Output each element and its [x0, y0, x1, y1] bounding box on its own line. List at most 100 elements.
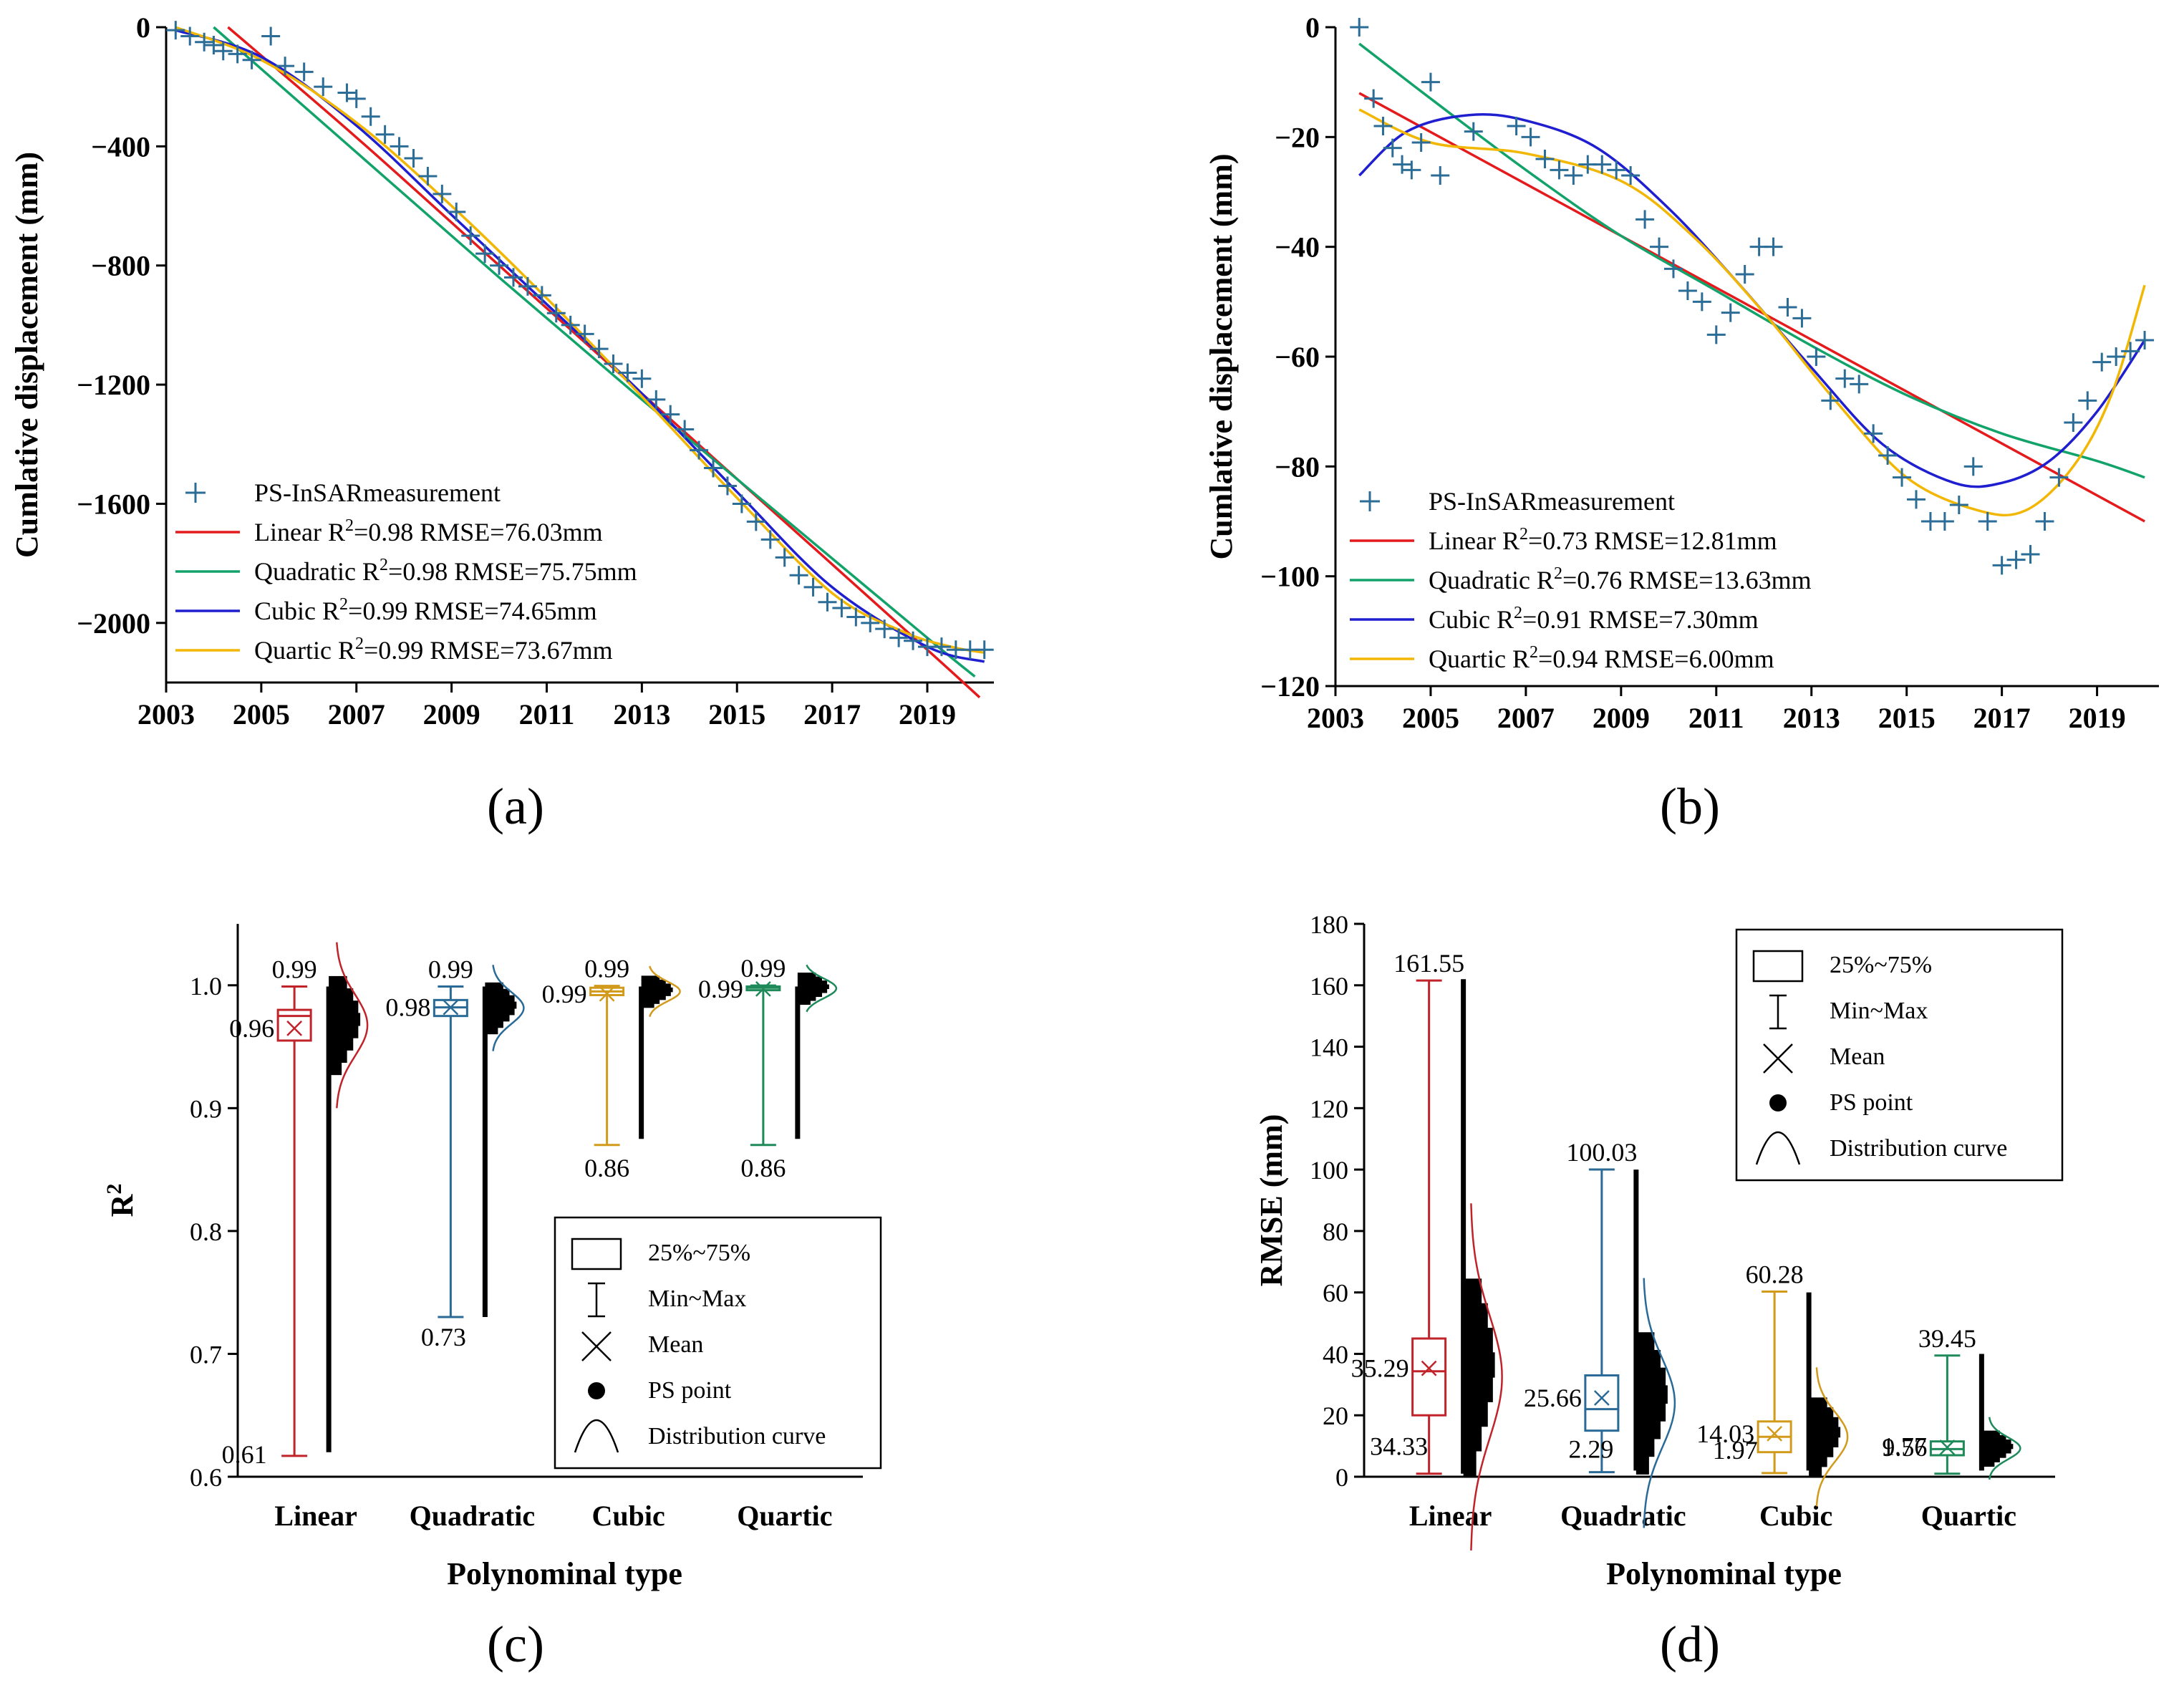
mean-marker — [443, 999, 459, 1016]
ps-histogram-bar — [1981, 1444, 2014, 1450]
data-point — [1992, 556, 2011, 575]
legend-text: PS-InSARmeasurement — [254, 478, 501, 507]
data-point — [213, 42, 233, 61]
data-point — [2107, 347, 2126, 366]
ps-histogram-bar — [485, 995, 515, 1003]
legend-label: Min~Max — [648, 1286, 746, 1312]
y-tick-label: 20 — [1323, 1402, 1348, 1430]
data-point — [347, 89, 366, 108]
x-tick-label: 2005 — [233, 698, 290, 730]
y-axis-label: Cumlative displacement (mm) — [9, 152, 44, 558]
data-point — [2078, 391, 2097, 410]
data-point — [518, 276, 537, 296]
y-tick-label: 0.8 — [190, 1217, 222, 1246]
y-tick-label: 60 — [1323, 1279, 1348, 1308]
panel-label: (b) — [1660, 778, 1720, 835]
ps-histogram-bar — [1463, 1327, 1493, 1354]
ps-histogram-bar — [1463, 1303, 1488, 1328]
legend-superscript: 2 — [1530, 643, 1538, 662]
legend-superscript: 2 — [345, 516, 354, 535]
ps-histogram-bar — [1463, 1278, 1482, 1304]
mean-value-label: 14.03 — [1696, 1419, 1754, 1448]
legend-box — [1735, 928, 2064, 1182]
ps-histogram-bar — [1635, 1349, 1661, 1369]
legend-label-linear: Linear R2=0.73 RMSE=12.81mm — [1429, 525, 1777, 555]
ps-histogram-bar — [1463, 1376, 1493, 1402]
x-tick-label: 2009 — [1593, 702, 1650, 734]
legend-label: 25%~75% — [648, 1240, 750, 1266]
ps-histogram-bar — [1809, 1427, 1841, 1438]
data-point — [832, 599, 851, 618]
y-axis-label-superscript: 2 — [102, 1184, 126, 1195]
iqr-box — [276, 1008, 312, 1042]
ps-histogram-bar — [797, 980, 828, 985]
min-value-label: 0.86 — [584, 1154, 629, 1182]
ps-histogram-bar — [329, 1025, 359, 1038]
data-point — [589, 339, 609, 359]
ps-histogram-bar — [329, 975, 347, 990]
y-tick-label: 0 — [1335, 1463, 1348, 1492]
legend-text: Quadratic R — [254, 557, 380, 586]
data-point — [195, 32, 214, 52]
legend-label-ps: PS-InSARmeasurement — [1429, 487, 1675, 516]
data-point — [337, 83, 357, 102]
max-value-label: 100.03 — [1566, 1138, 1637, 1167]
data-point — [1893, 468, 1912, 487]
ps-histogram-bar — [1635, 1438, 1655, 1457]
legend-superscript: 2 — [355, 635, 364, 653]
legend-metrics: =0.98 RMSE=75.75mm — [388, 557, 637, 586]
x-tick-label: 2011 — [519, 698, 575, 730]
series-line-quadratic — [213, 26, 976, 678]
mean-value-label: 35.29 — [1351, 1354, 1409, 1383]
max-value-label: 60.28 — [1746, 1260, 1804, 1288]
data-point — [2035, 512, 2054, 531]
legend-label: Mean — [1830, 1043, 1885, 1070]
data-point — [242, 50, 261, 69]
ps-histogram-bar — [1635, 1456, 1649, 1475]
min-value-label: 0.73 — [421, 1323, 466, 1351]
data-point — [180, 26, 200, 46]
data-point — [1564, 166, 1583, 185]
legend-superscript: 2 — [1514, 604, 1522, 622]
data-point — [647, 390, 666, 409]
ps-histogram-bar — [485, 1027, 498, 1035]
mean-marker — [1939, 1439, 1956, 1455]
ps-histogram-bar — [1809, 1466, 1822, 1477]
data-point — [433, 184, 452, 203]
y-tick-label: −2000 — [77, 607, 150, 640]
legend-text: Quartic R — [1429, 645, 1530, 673]
iqr-box — [1411, 1337, 1447, 1417]
data-point — [1393, 155, 1412, 174]
x-category-label: Quartic — [1921, 1500, 2016, 1532]
data-point — [846, 607, 866, 627]
legend-metrics: =0.76 RMSE=13.63mm — [1562, 566, 1812, 594]
x-tick-label: 2007 — [1497, 702, 1555, 734]
ps-histogram-bar — [1981, 1448, 2011, 1454]
y-tick-label: −800 — [91, 250, 150, 282]
data-point — [904, 631, 923, 650]
data-point — [166, 21, 185, 40]
panel-b-chart: 2003 2005 2007 2009 2011 2013 2015 2017 2019 0 −20… — [1204, 11, 2159, 835]
y-tick-label: −80 — [1275, 450, 1320, 483]
data-point — [294, 62, 314, 82]
data-point — [1807, 347, 1826, 366]
legend-label-cubic: Cubic R2=0.99 RMSE=74.65mm — [254, 595, 597, 625]
ps-histogram-bar — [1463, 1352, 1495, 1378]
data-point — [1978, 512, 1997, 531]
mean-marker — [1767, 1425, 1783, 1442]
ps-histogram-bar — [797, 1000, 811, 1005]
ps-histogram-bar — [329, 988, 354, 1002]
legend-text: Cubic R — [1429, 605, 1514, 634]
x-tick-label: 2017 — [1973, 702, 2031, 734]
legend-icon-box — [571, 1238, 622, 1270]
data-point — [461, 226, 480, 246]
data-point — [1607, 160, 1626, 180]
ps-histogram-bar — [1981, 1434, 2006, 1440]
data-point — [1963, 457, 1983, 476]
data-point — [1706, 325, 1726, 344]
legend-box — [554, 1216, 882, 1470]
y-tick-label: 120 — [1310, 1094, 1348, 1123]
data-point — [314, 77, 333, 97]
ps-histogram-bar — [329, 1013, 361, 1026]
